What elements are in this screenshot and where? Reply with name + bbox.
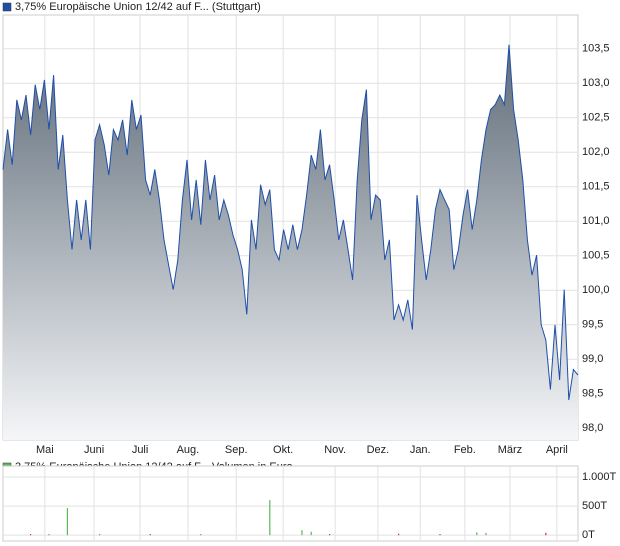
volume-bar [30, 534, 32, 536]
y-tick-label: 98,0 [582, 422, 603, 434]
y-tick-label: 103,0 [582, 77, 610, 89]
y-tick-label: 1.000T [582, 471, 617, 483]
y-tick-label: 101,5 [582, 181, 610, 193]
y-tick-label: 102,5 [582, 112, 610, 124]
volume-bar [329, 534, 331, 536]
y-tick-label: 99,0 [582, 353, 603, 365]
y-tick-label: 99,5 [582, 319, 603, 331]
volume-bar [301, 530, 303, 536]
x-tick-label: Feb. [454, 444, 476, 456]
y-tick-label: 100,5 [582, 250, 610, 262]
volume-bar [66, 508, 68, 536]
x-tick-label: Dez. [367, 444, 390, 456]
volume-bar [200, 534, 202, 536]
x-tick-label: Juni [84, 444, 104, 456]
y-tick-label: 101,0 [582, 215, 610, 227]
x-tick-label: Sep. [225, 444, 248, 456]
x-tick-label: April [546, 444, 568, 456]
y-tick-label: 103,5 [582, 43, 610, 55]
x-tick-label: Nov. [324, 444, 346, 456]
price-area [3, 44, 578, 440]
y-tick-label: 500T [582, 500, 607, 512]
y-tick-label: 98,5 [582, 388, 603, 400]
legend-swatch [2, 2, 12, 12]
volume-bar [485, 532, 487, 536]
y-tick-label: 102,0 [582, 146, 610, 158]
plot-frame [2, 465, 579, 542]
volume-bar [99, 534, 101, 536]
y-tick-label: 0T [582, 529, 595, 541]
volume-bar [545, 532, 547, 536]
x-tick-label: Jan. [410, 444, 431, 456]
chart-title: 3,75% Europäische Union 12/42 auf F... (… [15, 1, 261, 13]
x-tick-label: Mai [36, 444, 54, 456]
x-tick-label: März [498, 444, 522, 456]
volume-bar [476, 532, 478, 536]
volume-bar [310, 531, 312, 536]
volume-bar [398, 533, 400, 536]
volume-bar [149, 534, 151, 536]
volume-bar [269, 500, 271, 536]
x-tick-label: Aug. [177, 444, 200, 456]
y-tick-label: 100,0 [582, 284, 610, 296]
x-tick-label: Okt. [273, 444, 293, 456]
price-line [2, 44, 579, 401]
volume-bar [48, 534, 50, 536]
volume-bar [439, 534, 441, 536]
x-tick-label: Juli [132, 444, 149, 456]
